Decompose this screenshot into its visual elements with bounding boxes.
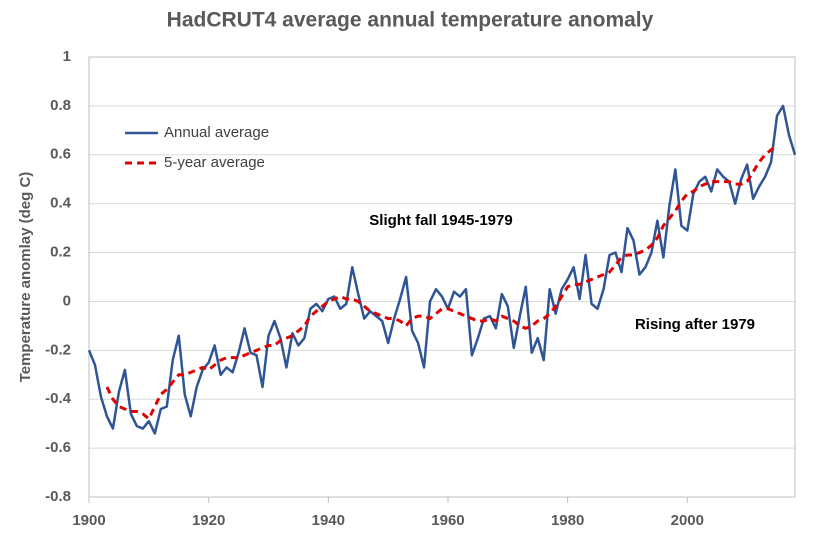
x-tick-label: 2000 xyxy=(671,512,704,529)
y-tick-label: -0.2 xyxy=(45,341,71,358)
legend-label: Annual average xyxy=(164,124,269,141)
x-tick-label: 1980 xyxy=(551,512,584,529)
y-tick-label: -0.6 xyxy=(45,439,71,456)
y-tick-label: 0.2 xyxy=(50,244,71,261)
y-tick-label: -0.4 xyxy=(45,390,72,407)
legend-label: 5-year average xyxy=(164,154,265,171)
y-tick-label: -0.8 xyxy=(45,488,71,505)
y-tick-label: 1 xyxy=(63,48,71,65)
chart-title: HadCRUT4 average annual temperature anom… xyxy=(167,9,654,32)
x-tick-label: 1960 xyxy=(431,512,464,529)
y-axis-label: Temperature anomlay (deg C) xyxy=(17,172,34,383)
y-tick-label: 0.8 xyxy=(50,97,71,114)
annotation: Slight fall 1945-1979 xyxy=(369,212,512,229)
x-tick-label: 1940 xyxy=(312,512,345,529)
x-tick-label: 1920 xyxy=(192,512,225,529)
y-tick-label: 0.6 xyxy=(50,146,71,163)
y-tick-label: 0.4 xyxy=(50,195,72,212)
y-tick-label: 0 xyxy=(63,292,71,309)
series-line xyxy=(87,104,797,435)
x-tick-label: 1900 xyxy=(72,512,105,529)
plot-border xyxy=(88,56,796,498)
annotation: Rising after 1979 xyxy=(635,316,755,333)
